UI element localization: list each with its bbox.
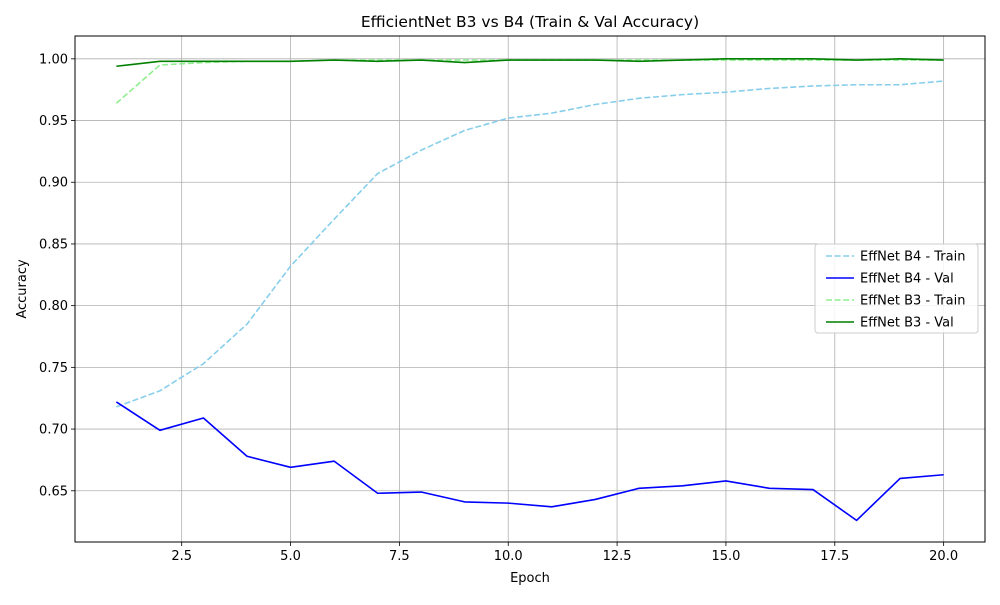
legend-label: EffNet B4 - Train	[860, 250, 965, 265]
plot-frame	[74, 35, 986, 543]
x-tick-label: 7.5	[389, 549, 410, 564]
y-tick-label: 0.80	[39, 299, 68, 314]
x-tick-label: 10.0	[494, 549, 523, 564]
x-tick-label: 2.5	[171, 549, 192, 564]
x-tick-label: 15.0	[711, 549, 740, 564]
legend-label: EffNet B4 - Val	[860, 272, 954, 287]
legend: EffNet B4 - Train EffNet B4 - Val EffNet B…	[814, 243, 979, 334]
chart-title: EfficientNet B3 vs B4 (Train & Val Accur…	[361, 13, 699, 31]
ticks: 2.5 5.0 7.5 10.0 12.5 15.0 17.5 20.0 0.65 0.70 0.7…	[39, 52, 958, 564]
y-tick-label: 1.00	[39, 52, 68, 67]
y-tick-label: 0.70	[39, 423, 68, 438]
x-axis-label: Epoch	[510, 571, 550, 586]
x-tick-label: 20.0	[929, 549, 958, 564]
x-tick-label: 12.5	[603, 549, 632, 564]
legend-label: EffNet B3 - Val	[860, 316, 954, 331]
y-tick-label: 0.95	[39, 114, 68, 129]
x-tick-label: 5.0	[280, 549, 301, 564]
y-tick-label: 0.85	[39, 237, 68, 252]
y-tick-label: 0.65	[39, 484, 68, 499]
series-line-2	[115, 401, 944, 522]
y-tick-label: 0.75	[39, 361, 68, 376]
series-line-4	[116, 58, 944, 68]
grid	[75, 36, 985, 542]
series-group	[115, 58, 944, 522]
y-axis-label: Accuracy	[15, 259, 30, 319]
x-tick-label: 17.5	[820, 549, 849, 564]
series-line-1	[116, 80, 944, 408]
legend-box	[814, 243, 979, 334]
y-tick-label: 0.90	[39, 176, 68, 191]
legend-label: EffNet B3 - Train	[860, 294, 965, 309]
